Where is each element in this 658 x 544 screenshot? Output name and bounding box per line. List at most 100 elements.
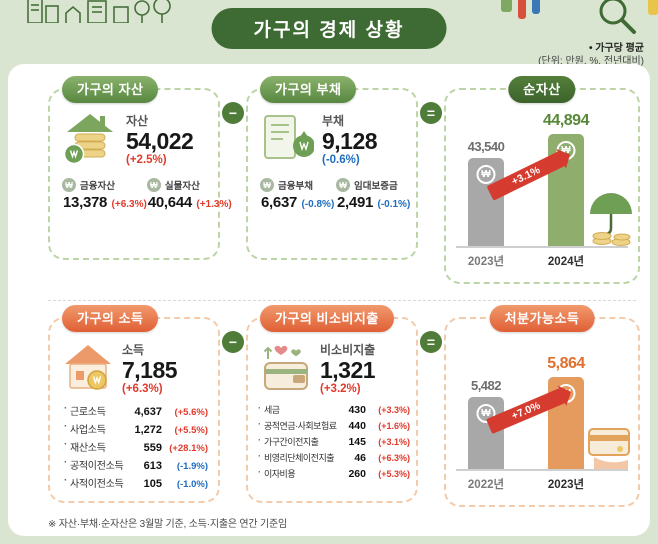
disposable-prev-bar: ₩ bbox=[468, 397, 504, 469]
city-buildings-icon bbox=[27, 0, 171, 23]
net-assets-prev-year: 2023년 bbox=[467, 256, 505, 268]
financial-assets-stat: ₩ 금융자산 13,378 (+6.3%) bbox=[62, 178, 147, 212]
won-coin-icon: ₩ bbox=[260, 178, 274, 193]
income-item-row: 재산소득 559 (+28.1%) bbox=[62, 439, 208, 454]
won-coin-icon: ₩ bbox=[476, 404, 496, 423]
non-consumption-item-value: 430 bbox=[348, 404, 366, 417]
financial-debt-change: (-0.8%) bbox=[301, 199, 335, 211]
top-notes: • 가구당 평균 (단위: 만원, %, 전년대비) bbox=[538, 42, 644, 68]
debt-value: 9,128 bbox=[322, 128, 378, 154]
minus-icon: − bbox=[222, 102, 244, 124]
net-assets-chart: 43,540 44,894 ₩ ₩ +3.1% 2023년 2024년 bbox=[446, 106, 638, 282]
income-label: 소득 bbox=[122, 343, 145, 357]
wallet-hearts-icon bbox=[263, 345, 308, 391]
income-equation-row: 가구의 소득 소득 7,185 (+6.3%) bbox=[48, 305, 640, 507]
won-coin-icon: ₩ bbox=[146, 178, 161, 193]
income-house-coin-icon bbox=[65, 345, 111, 390]
debt-box: 가구의 부채 부채 9,128 (-0.6%) bbox=[246, 76, 418, 260]
assets-main: 자산 54,022 (+2.5%) bbox=[50, 90, 218, 166]
non-consumption-label: 비소비지출 bbox=[320, 343, 376, 357]
main-card: 가구의 자산 자산 5 bbox=[8, 64, 650, 536]
umbrella-coins-icon bbox=[590, 193, 632, 246]
non-consumption-item-label: 비영리단체이전지출 bbox=[256, 451, 340, 464]
assets-house-coins-icon bbox=[63, 114, 113, 165]
non-consumption-item-change: (+5.3%) bbox=[378, 469, 410, 480]
non-consumption-value: 1,321 bbox=[320, 357, 376, 383]
won-coin-icon: ₩ bbox=[62, 178, 76, 193]
debt-sub-stats: ₩ 금융부채 6,637 (-0.8%) ₩ 임대보증금 bbox=[248, 166, 416, 212]
real-assets-label: 실물자산 bbox=[164, 181, 200, 193]
minus-operator-bottom: − bbox=[222, 331, 244, 353]
income-value: 7,185 bbox=[122, 357, 178, 383]
non-consumption-item-value: 440 bbox=[348, 420, 366, 433]
assets-equation-row: 가구의 자산 자산 5 bbox=[48, 76, 640, 284]
green-tag bbox=[501, 0, 512, 12]
equals-icon: = bbox=[420, 331, 442, 353]
income-item-row: 사적이전소득 105 (-1.0%) bbox=[62, 475, 208, 490]
per-household-average-note: • 가구당 평균 bbox=[588, 43, 644, 54]
non-consumption-main-text: 비소비지출 1,321 (+3.2%) bbox=[320, 341, 376, 396]
disposable-curr-value: 5,864 bbox=[547, 355, 585, 372]
debt-box-title: 가구의 부채 bbox=[260, 76, 357, 103]
non-consumption-item-change: (+3.1%) bbox=[378, 437, 410, 448]
financial-assets-label: 금융자산 bbox=[80, 181, 115, 193]
disposable-curr-year: 2023년 bbox=[547, 479, 585, 491]
disposable-prev-year: 2022년 bbox=[467, 479, 505, 491]
equals-icon: = bbox=[420, 102, 442, 124]
red-tag bbox=[518, 0, 526, 19]
won-coin-icon: ₩ bbox=[336, 178, 350, 193]
financial-assets-change: (+6.3%) bbox=[111, 199, 147, 211]
income-item-label: 근로소득 bbox=[62, 403, 132, 418]
minus-operator-top: − bbox=[222, 102, 244, 124]
debt-change: (-0.6%) bbox=[322, 154, 360, 167]
disposable-prev-value: 5,482 bbox=[470, 378, 502, 393]
non-consumption-item-change: (+6.3%) bbox=[378, 453, 410, 464]
non-consumption-items-list: 세금 430 (+3.3%) 공적연금·사회보험료 440 (+1.6%) 가구… bbox=[248, 395, 416, 480]
income-item-change: (-1.9%) bbox=[176, 461, 208, 473]
income-box-title: 가구의 소득 bbox=[62, 305, 159, 332]
non-consumption-item-change: (+1.6%) bbox=[378, 421, 410, 432]
assets-main-text: 자산 54,022 (+2.5%) bbox=[126, 112, 194, 167]
assets-change: (+2.5%) bbox=[126, 154, 167, 167]
bookmark-tags bbox=[501, 0, 540, 19]
income-item-row: 공적이전소득 613 (-1.9%) bbox=[62, 457, 208, 472]
income-item-change: (-1.0%) bbox=[176, 479, 208, 491]
non-consumption-item-row: 이자비용 260 (+5.3%) bbox=[256, 467, 410, 480]
rental-deposit-value: 2,491 bbox=[337, 194, 374, 212]
financial-debt-stat: ₩ 금융부채 6,637 (-0.8%) bbox=[260, 178, 336, 212]
equals-operator-bottom: = bbox=[420, 331, 442, 353]
real-assets-stat: ₩ 실물자산 40,644 (+1.3%) bbox=[146, 178, 232, 212]
equals-operator-top: = bbox=[420, 102, 442, 124]
rental-deposit-stat: ₩ 임대보증금 2,491 (-0.1%) bbox=[336, 178, 412, 212]
non-consumption-box: 가구의 비소비지출 비소비지출 1,321 (+3.2%) bbox=[246, 305, 418, 503]
debt-label: 부채 bbox=[322, 114, 345, 128]
financial-assets-value: 13,378 bbox=[63, 194, 108, 212]
income-item-row: 근로소득 4,637 (+5.6%) bbox=[62, 403, 208, 418]
non-consumption-main: 비소비지출 1,321 (+3.2%) bbox=[248, 319, 416, 395]
income-item-row: 사업소득 1,272 (+5.5%) bbox=[62, 421, 208, 436]
income-items-list: 근로소득 4,637 (+5.6%) 사업소득 1,272 (+5.5%) 재산… bbox=[50, 395, 218, 490]
non-consumption-change: (+3.2%) bbox=[320, 383, 361, 396]
rental-deposit-label: 임대보증금 bbox=[354, 181, 398, 193]
won-coin-icon: ₩ bbox=[476, 165, 496, 184]
assets-label: 자산 bbox=[126, 114, 149, 128]
income-item-label: 사업소득 bbox=[62, 421, 132, 436]
income-main-text: 소득 7,185 (+6.3%) bbox=[122, 341, 178, 395]
debt-document-moneybag-icon bbox=[264, 115, 314, 160]
non-consumption-item-label: 가구간이전지출 bbox=[256, 435, 340, 448]
debt-main: 부채 9,128 (-0.6%) bbox=[248, 90, 416, 166]
debt-main-text: 부채 9,128 (-0.6%) bbox=[322, 112, 378, 167]
non-consumption-item-value: 145 bbox=[348, 436, 366, 449]
net-assets-curr-year: 2024년 bbox=[547, 256, 585, 268]
financial-debt-label: 금융부채 bbox=[278, 181, 313, 193]
non-consumption-item-label: 이자비용 bbox=[256, 467, 340, 480]
assets-value: 54,022 bbox=[126, 128, 194, 154]
net-assets-box: 순자산 43,540 44,894 ₩ ₩ +3.1% 2023년 2024년 bbox=[444, 76, 640, 284]
disposable-income-chart: 5,482 5,864 ₩ ₩ +7.0% 2022년 2023년 bbox=[446, 335, 638, 505]
blue-tag bbox=[532, 0, 540, 14]
income-item-change: (+5.6%) bbox=[174, 407, 208, 419]
income-box: 가구의 소득 소득 7,185 (+6.3%) bbox=[48, 305, 220, 503]
non-consumption-item-row: 공적연금·사회보험료 440 (+1.6%) bbox=[256, 419, 410, 432]
magnifier-icon bbox=[599, 0, 636, 34]
income-item-label: 사적이전소득 bbox=[62, 475, 132, 490]
